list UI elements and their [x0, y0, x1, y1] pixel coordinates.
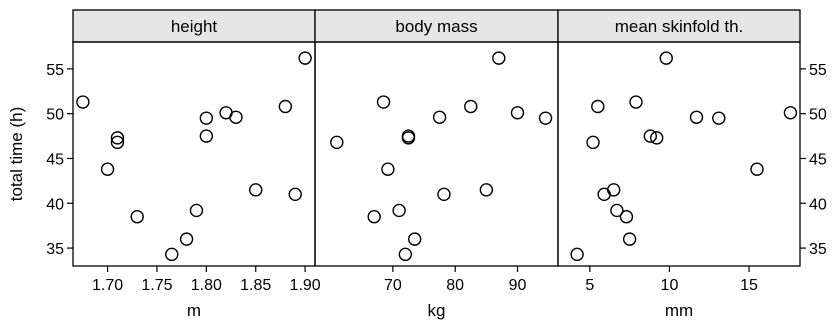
x-axis-label-2: kg: [428, 301, 446, 320]
x-axis-label-1: m: [187, 301, 201, 320]
data-point: [199, 111, 214, 125]
data-point: [643, 129, 658, 143]
y-tick-label-right: 40: [809, 196, 827, 213]
data-point: [278, 99, 293, 114]
data-point: [110, 135, 125, 150]
data-point: [100, 162, 115, 176]
panel-frame-1: [72, 41, 316, 267]
data-point: [464, 99, 478, 114]
panel-frame-3: [557, 41, 801, 267]
y-tick-label-left: 35: [46, 241, 64, 258]
data-point: [783, 106, 798, 120]
data-point: [510, 106, 525, 120]
y-tick-label-right: 45: [809, 151, 827, 168]
x-tick-label: 1.90: [290, 277, 321, 294]
data-point: [367, 210, 381, 224]
data-point: [130, 210, 144, 224]
y-tick-label-left: 55: [46, 62, 64, 79]
points-layer: [76, 51, 798, 262]
data-point: [659, 51, 673, 65]
data-point: [179, 232, 194, 246]
y-tick-label-right: 35: [809, 241, 827, 258]
data-point: [288, 187, 302, 202]
data-point: [492, 51, 506, 65]
data-point: [165, 247, 179, 262]
panel-frame-2: [314, 41, 559, 267]
data-point: [591, 99, 605, 114]
data-point: [398, 247, 413, 262]
data-point: [401, 129, 416, 143]
x-tick-label: 10: [661, 277, 679, 294]
x-tick-label: 1.75: [141, 277, 172, 294]
panel-title-2: body mass: [395, 17, 477, 36]
y-tick-label-left: 45: [46, 151, 64, 168]
data-point: [607, 183, 621, 197]
data-point: [392, 203, 406, 218]
data-point: [298, 51, 312, 65]
data-point: [629, 95, 643, 109]
y-tick-label-right: 55: [809, 62, 827, 79]
data-point: [437, 187, 451, 202]
data-point: [712, 111, 726, 125]
data-point: [570, 247, 584, 262]
x-tick-label: 1.80: [191, 277, 222, 294]
data-point: [199, 129, 214, 143]
data-point: [376, 95, 391, 109]
data-point: [610, 203, 624, 218]
data-point: [110, 131, 125, 145]
y-tick-label-left: 50: [46, 107, 64, 124]
y-tick-label-right: 50: [809, 107, 827, 124]
x-tick-label: 1.70: [92, 277, 123, 294]
frame-layer: [72, 41, 801, 267]
x-tick-label: 1.85: [240, 277, 271, 294]
panel-title-1: height: [171, 17, 218, 36]
x-axis-label-3: mm: [665, 301, 693, 320]
data-point: [619, 210, 634, 224]
x-tick-label: 80: [446, 277, 464, 294]
x-tick-label: 90: [509, 277, 527, 294]
data-point: [229, 110, 243, 124]
panel-strip-1: [72, 9, 316, 43]
data-point: [650, 131, 664, 145]
data-point: [622, 232, 637, 246]
data-point: [381, 162, 395, 176]
data-point: [407, 232, 422, 246]
data-point: [479, 183, 494, 197]
axes-layer: 1.70 1.75 1.80 1.85 1.90 m 70 80 90 kg 5 10 15 mm 35 35…: [46, 62, 827, 320]
data-point: [189, 203, 204, 218]
data-point: [249, 183, 263, 197]
y-axis-label: total time (h): [7, 107, 26, 201]
data-point: [750, 162, 764, 176]
x-tick-label: 15: [740, 277, 758, 294]
data-point: [538, 111, 553, 125]
y-tick-label-left: 40: [46, 196, 64, 213]
strip-layer: height body mass mean skinfold th.: [72, 9, 801, 43]
panel-title-3: mean skinfold th.: [615, 17, 744, 36]
data-point: [586, 135, 600, 150]
x-tick-label: 70: [384, 277, 402, 294]
x-tick-label: 5: [585, 277, 594, 294]
data-point: [330, 135, 344, 150]
data-point: [76, 95, 90, 109]
data-point: [432, 110, 447, 124]
panel-strip-2: [314, 9, 559, 43]
data-point: [689, 110, 704, 124]
